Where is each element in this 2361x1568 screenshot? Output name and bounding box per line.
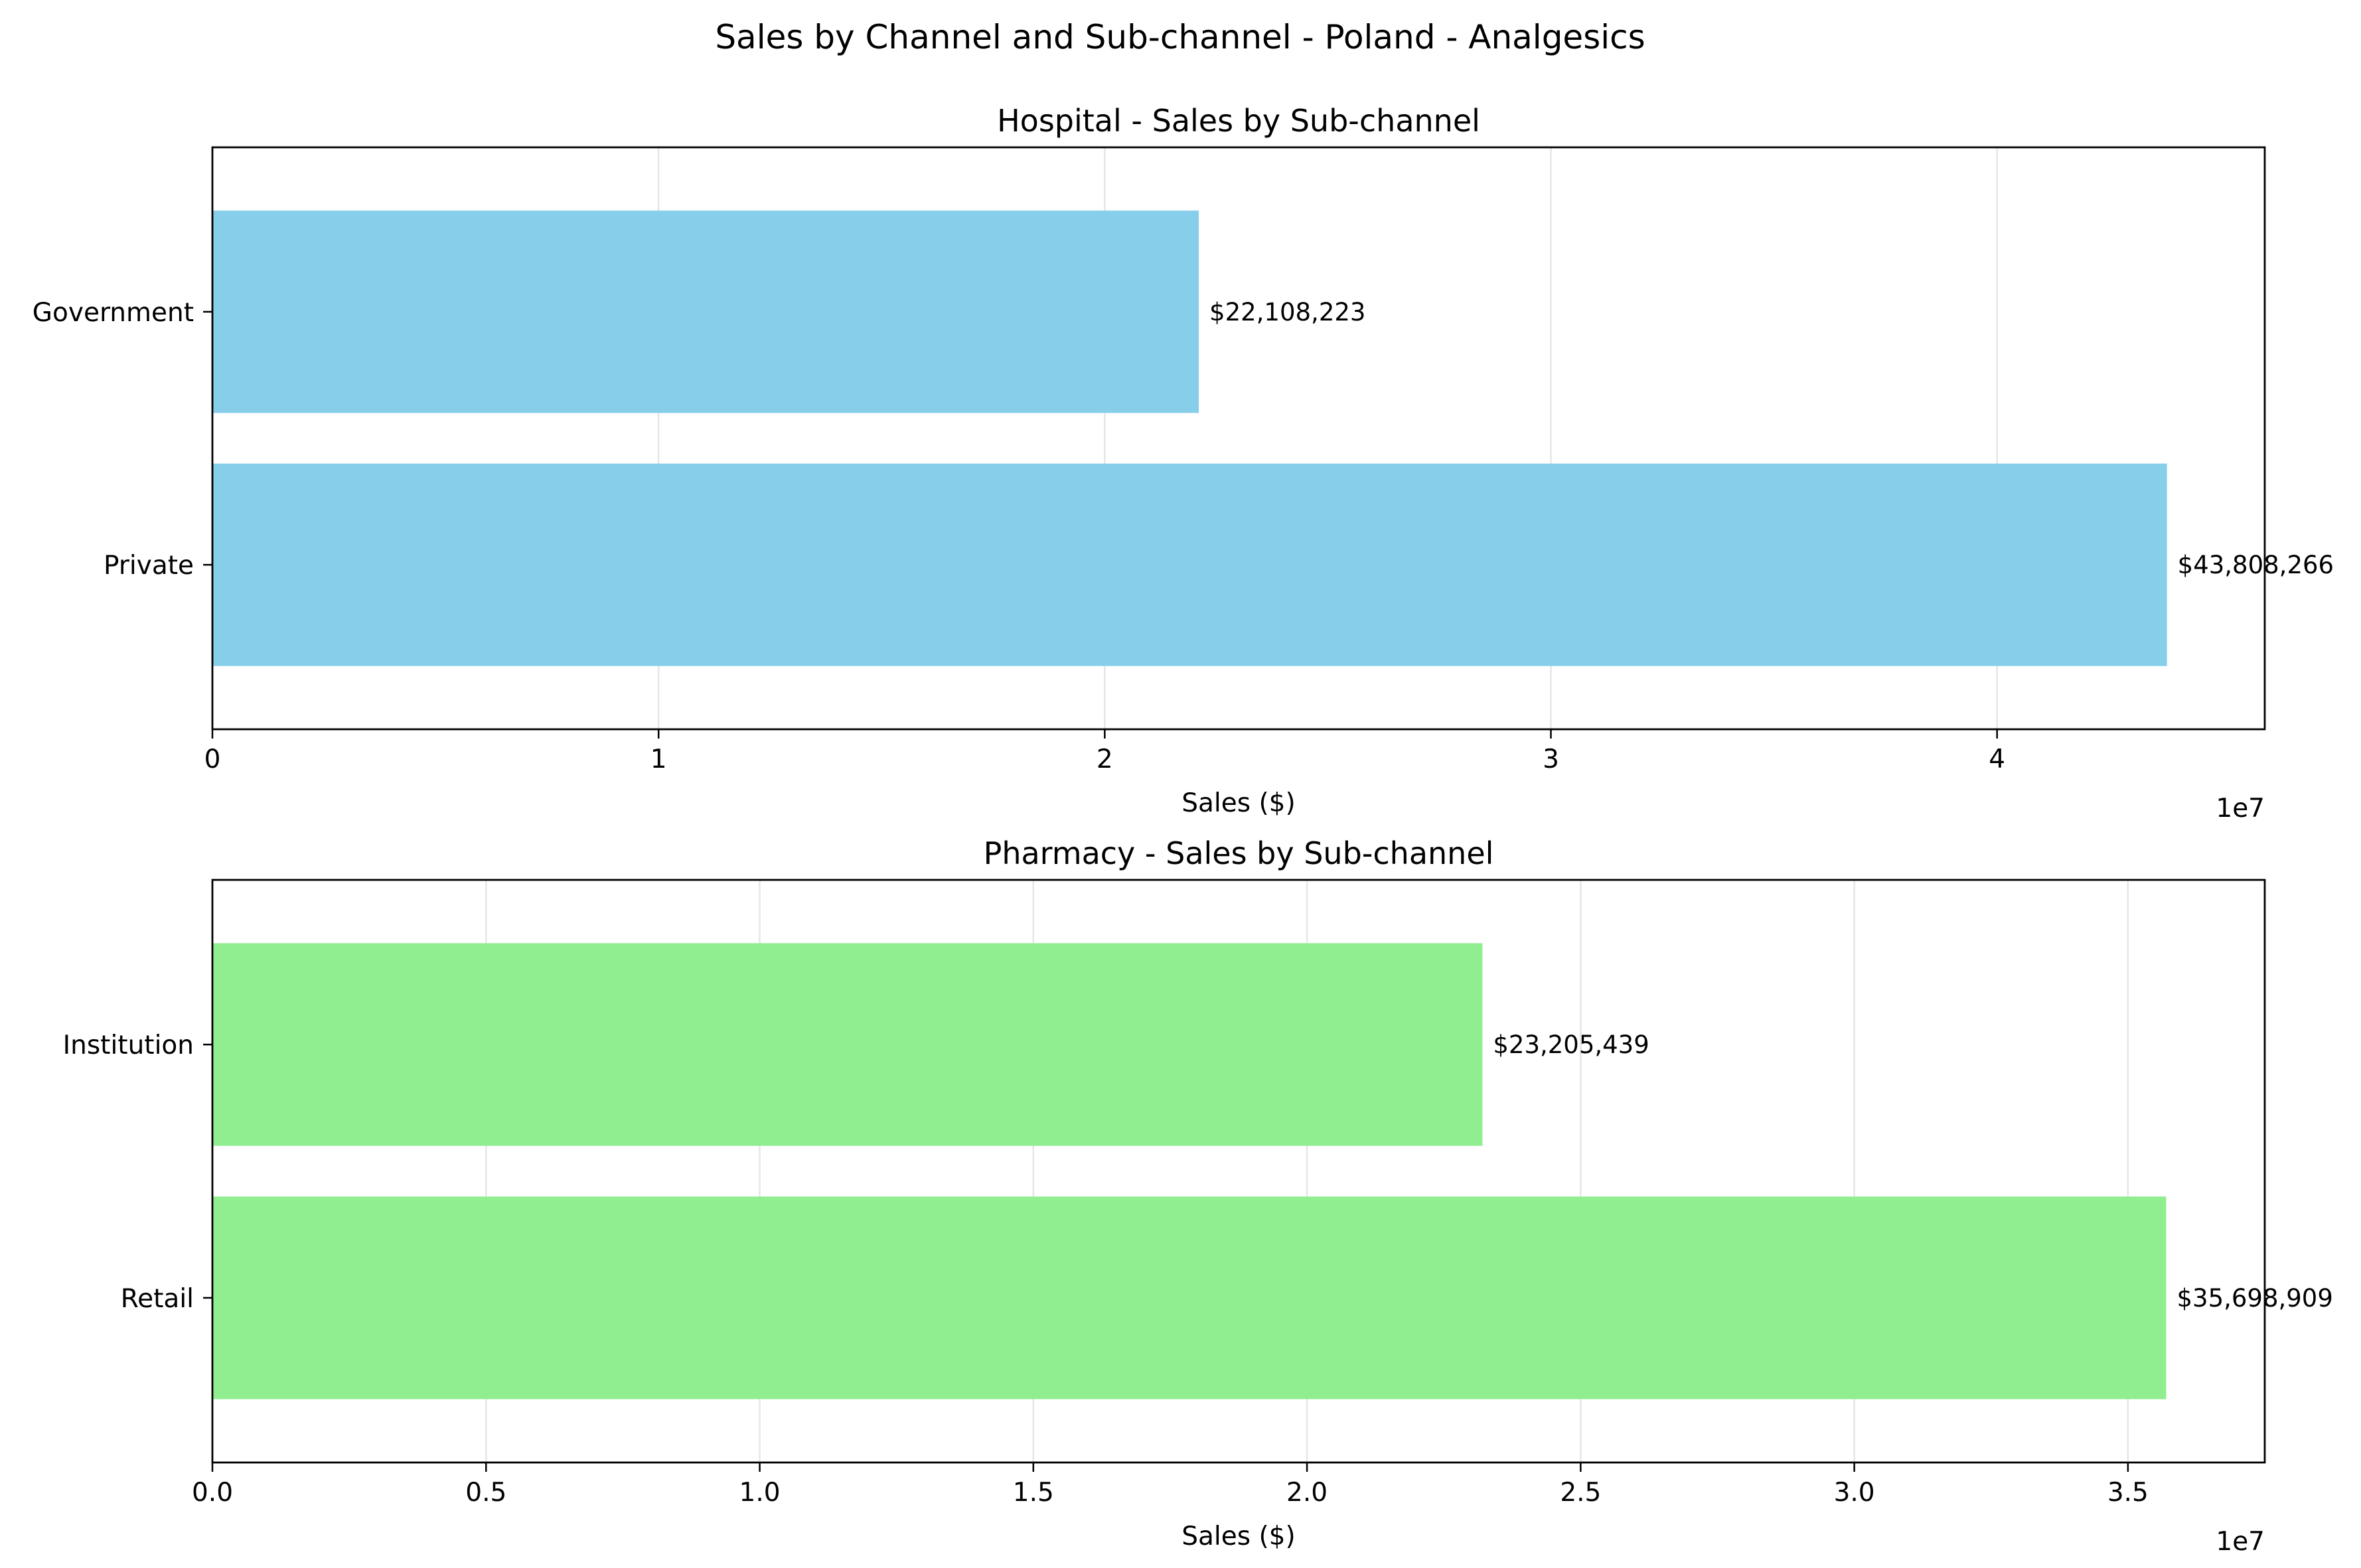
hospital-category-label-government: Government — [33, 298, 194, 328]
hospital-xtick-label: 3 — [1543, 745, 1559, 774]
pharmacy-bar-institution — [212, 943, 1483, 1146]
pharmacy-category-label-institution: Institution — [63, 1031, 194, 1060]
hospital-value-label-government: $22,108,223 — [1209, 298, 1365, 326]
hospital-xtick-label: 2 — [1097, 745, 1113, 774]
pharmacy-xtick-label: 2.5 — [1560, 1478, 1601, 1508]
pharmacy-bar-retail — [212, 1196, 2167, 1399]
hospital-xaxis-label: Sales ($) — [1181, 788, 1295, 818]
pharmacy-xtick-label: 1.0 — [739, 1478, 781, 1508]
hospital-bar-private — [212, 463, 2167, 666]
hospital-xtick-label: 0 — [204, 745, 221, 774]
figure-title: Sales by Channel and Sub-channel - Polan… — [715, 18, 1645, 56]
pharmacy-value-label-institution: $23,205,439 — [1493, 1031, 1649, 1059]
hospital-panel: $22,108,223 Government $43,808,266 Private 0… — [33, 103, 2334, 823]
pharmacy-category-label-retail: Retail — [121, 1284, 194, 1314]
hospital-value-label-private: $43,808,266 — [2178, 551, 2334, 579]
hospital-offset-label: 1e7 — [2216, 794, 2265, 823]
pharmacy-xtick-label: 1.5 — [1013, 1478, 1054, 1508]
pharmacy-xtick-label: 0.0 — [192, 1478, 233, 1508]
pharmacy-subplot-title: Pharmacy - Sales by Sub-channel — [984, 835, 1494, 871]
pharmacy-xtick-label: 2.0 — [1286, 1478, 1328, 1508]
pharmacy-xaxis-label: Sales ($) — [1181, 1522, 1295, 1551]
pharmacy-value-label-retail: $35,698,909 — [2176, 1284, 2332, 1313]
hospital-xtick-label: 4 — [1989, 745, 2005, 774]
pharmacy-panel: $23,205,439 Institution $35,698,909 Retail 0… — [63, 835, 2333, 1557]
hospital-axes-frame — [211, 146, 2266, 731]
hospital-category-label-private: Private — [104, 551, 194, 581]
hospital-xtick-label: 1 — [650, 745, 667, 774]
pharmacy-axes-frame — [211, 879, 2266, 1464]
hospital-subplot-title: Hospital - Sales by Sub-channel — [997, 103, 1480, 139]
hospital-bar-government — [212, 210, 1199, 413]
pharmacy-xtick-label: 0.5 — [465, 1478, 506, 1508]
pharmacy-xtick-label: 3.5 — [2107, 1478, 2149, 1508]
pharmacy-xtick-label: 3.0 — [1834, 1478, 1875, 1508]
pharmacy-offset-label: 1e7 — [2216, 1527, 2265, 1557]
